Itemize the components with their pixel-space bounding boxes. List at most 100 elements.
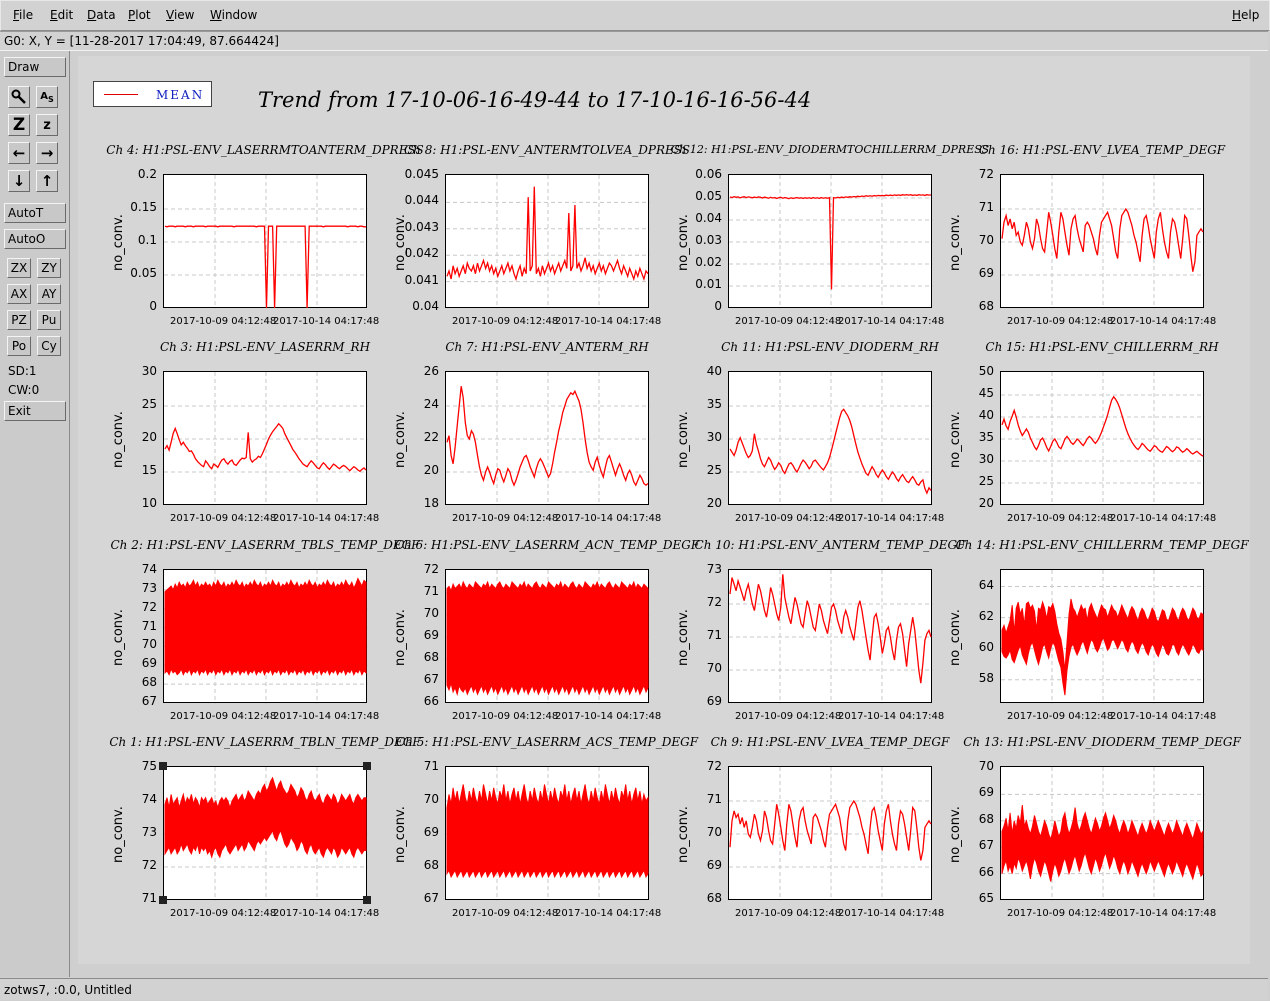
y-tick-label: 71	[706, 792, 722, 806]
coordinate-readout-bar: G0: X, Y = [11-28-2017 17:04:49, 87.6644…	[0, 31, 1268, 51]
y-tick-label: 71	[141, 618, 157, 633]
x-tick-label: 2017-10-09 04:12:48	[735, 513, 842, 524]
y-tick-label: 71	[706, 628, 722, 642]
pz-button[interactable]: PZ	[7, 310, 31, 330]
y-tick-label: 0.01	[695, 277, 722, 291]
x-tick-label: 2017-10-14 04:17:48	[838, 316, 945, 327]
y-tick-label: 25	[978, 474, 994, 488]
chart-title: Ch 8: H1:PSL-ENV_ANTERMTOLVEA_DPRESS	[403, 143, 691, 157]
selection-handle[interactable]	[159, 762, 167, 770]
autoo-button[interactable]: AutoO	[4, 229, 66, 249]
ax-button[interactable]: AX	[7, 284, 31, 304]
x-tick-label: 2017-10-14 04:17:48	[838, 711, 945, 722]
y-tick-label: 45	[978, 386, 994, 400]
y-tick-label: 66	[423, 694, 439, 708]
chart-plot-frame[interactable]	[1000, 766, 1205, 901]
menu-file[interactable]: File	[13, 8, 34, 22]
chart-plot-frame[interactable]	[1000, 371, 1205, 506]
chart-plot-frame[interactable]	[163, 371, 368, 506]
y-tick-label: 73	[141, 825, 157, 839]
x-tick-label: 2017-10-09 04:12:48	[1007, 513, 1114, 524]
y-tick-label: 24	[423, 397, 439, 411]
y-tick-label: 0.06	[695, 167, 722, 181]
chart-svg	[164, 767, 368, 901]
autot-button[interactable]: AutoT	[4, 203, 66, 223]
legend: MEAN	[93, 81, 212, 107]
exit-button[interactable]: Exit	[4, 401, 66, 421]
series-line-mean	[1001, 625, 1204, 691]
y-tick-label: 72	[706, 595, 722, 609]
pan-left-button[interactable]: ←	[8, 142, 30, 164]
menu-data[interactable]: Data	[87, 8, 116, 22]
menu-help[interactable]: Help	[1232, 8, 1260, 22]
y-tick-label: 74	[141, 792, 157, 806]
chart-plot-frame[interactable]	[1000, 569, 1205, 704]
y-tick-label: 70	[141, 637, 157, 652]
pan-up-button[interactable]: ↑	[36, 170, 58, 192]
z-large-icon: Z	[12, 115, 26, 135]
chart-plot-frame[interactable]	[163, 174, 368, 309]
y-tick-label: 71	[141, 891, 157, 905]
chart-title: Ch 5: H1:PSL-ENV_LASERRM_ACS_TEMP_DEGF	[395, 735, 699, 749]
y-tick-label: 20	[706, 496, 722, 510]
chart-plot-frame[interactable]	[728, 569, 933, 704]
y-tick-label: 70	[978, 759, 994, 773]
zoom-out-button[interactable]: z	[36, 114, 58, 136]
y-tick-label: 69	[423, 628, 439, 642]
selection-handle[interactable]	[363, 762, 371, 770]
y-tick-label: 68	[141, 675, 157, 690]
y-tick-label: 0.04	[695, 211, 722, 225]
y-tick-label: 64	[978, 577, 994, 592]
y-tick-label: 0.041	[404, 272, 439, 287]
chart-plot-frame[interactable]	[728, 174, 933, 309]
y-axis-label: no_conv.	[948, 806, 963, 863]
chart-plot-frame[interactable]	[728, 766, 933, 901]
text-tool-button[interactable]: AS	[36, 86, 58, 108]
y-tick-label: 35	[978, 430, 994, 444]
cy-button[interactable]: Cy	[37, 336, 61, 356]
y-axis-label: no_conv.	[393, 214, 408, 271]
zx-button[interactable]: ZX	[7, 258, 31, 278]
menu-edit[interactable]: Edit	[50, 8, 74, 22]
status-bar: zotws7, :0.0, Untitled	[0, 978, 1268, 1000]
y-tick-label: 67	[141, 694, 157, 708]
y-tick-label: 68	[423, 650, 439, 664]
y-tick-label: 0.042	[404, 246, 439, 261]
chart-plot-frame[interactable]	[445, 569, 650, 704]
pan-right-button[interactable]: →	[36, 142, 58, 164]
draw-button[interactable]: Draw	[4, 57, 66, 77]
series-line-mean	[164, 627, 367, 643]
y-tick-label: 73	[706, 562, 722, 576]
x-tick-label: 2017-10-09 04:12:48	[1007, 711, 1114, 722]
chart-plot-frame[interactable]	[728, 371, 933, 506]
chart-plot-frame[interactable]	[445, 174, 650, 309]
selection-handle[interactable]	[363, 896, 371, 904]
y-tick-label: 68	[706, 891, 722, 905]
chart-svg	[164, 175, 368, 309]
zoom-tool-button[interactable]	[8, 86, 30, 108]
chart-title: Ch 15: H1:PSL-ENV_CHILLERRM_RH	[985, 340, 1219, 354]
y-axis-label: no_conv.	[948, 411, 963, 468]
y-tick-label: 30	[978, 452, 994, 466]
y-tick-label: 69	[706, 858, 722, 872]
zoom-in-button[interactable]: Z	[8, 114, 30, 136]
series-line-mean	[446, 386, 649, 487]
x-tick-label: 2017-10-14 04:17:48	[555, 711, 662, 722]
series-line-mean	[164, 225, 366, 309]
pu-button[interactable]: Pu	[37, 310, 61, 330]
chart-plot-frame[interactable]	[445, 766, 650, 901]
ay-button[interactable]: AY	[37, 284, 61, 304]
menu-plot[interactable]: Plot	[128, 8, 151, 22]
selection-handle[interactable]	[159, 896, 167, 904]
y-tick-label: 70	[978, 233, 994, 247]
zy-button[interactable]: ZY	[37, 258, 61, 278]
y-tick-label: 69	[978, 785, 994, 800]
chart-plot-frame[interactable]	[163, 569, 368, 704]
chart-plot-frame[interactable]	[445, 371, 650, 506]
chart-plot-frame[interactable]	[1000, 174, 1205, 309]
menu-window[interactable]: Window	[210, 8, 258, 22]
pan-down-button[interactable]: ↓	[8, 170, 30, 192]
chart-plot-frame[interactable]	[163, 766, 368, 901]
menu-view[interactable]: View	[166, 8, 195, 22]
po-button[interactable]: Po	[7, 336, 31, 356]
